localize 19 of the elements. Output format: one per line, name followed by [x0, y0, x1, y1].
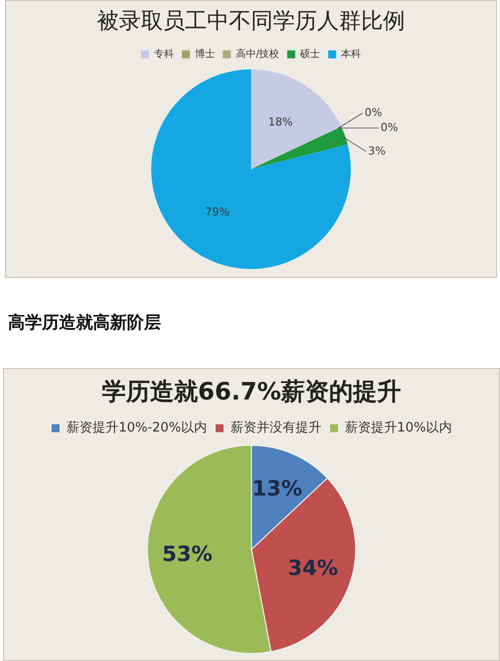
- chart-title: 被录取员工中不同学历人群比例: [97, 8, 405, 34]
- data-label: 13%: [252, 476, 302, 501]
- chart-title: 学历造就66.7%薪资的提升: [102, 378, 402, 406]
- data-label: 79%: [205, 205, 230, 218]
- legend-label: 高中/技校: [236, 48, 280, 60]
- legend-label: 硕士: [299, 48, 320, 60]
- data-label: 18%: [268, 116, 293, 129]
- legend-label: 博士: [194, 48, 215, 60]
- legend-label: 薪资并没有提升: [230, 420, 322, 436]
- data-label: 3%: [368, 144, 386, 158]
- legend-label: 本科: [341, 48, 362, 60]
- legend-label: 薪资提升10%-20%以内: [66, 420, 208, 436]
- text: 0%: [380, 120, 398, 134]
- data-label: 34%: [288, 556, 338, 580]
- text: 高学历造就高新阶层: [8, 312, 161, 334]
- data-label: 53%: [162, 542, 212, 566]
- legend-label: 专科: [154, 48, 174, 60]
- text: 0%: [364, 106, 382, 119]
- legend-label: 薪资提升10%以内: [345, 420, 452, 436]
